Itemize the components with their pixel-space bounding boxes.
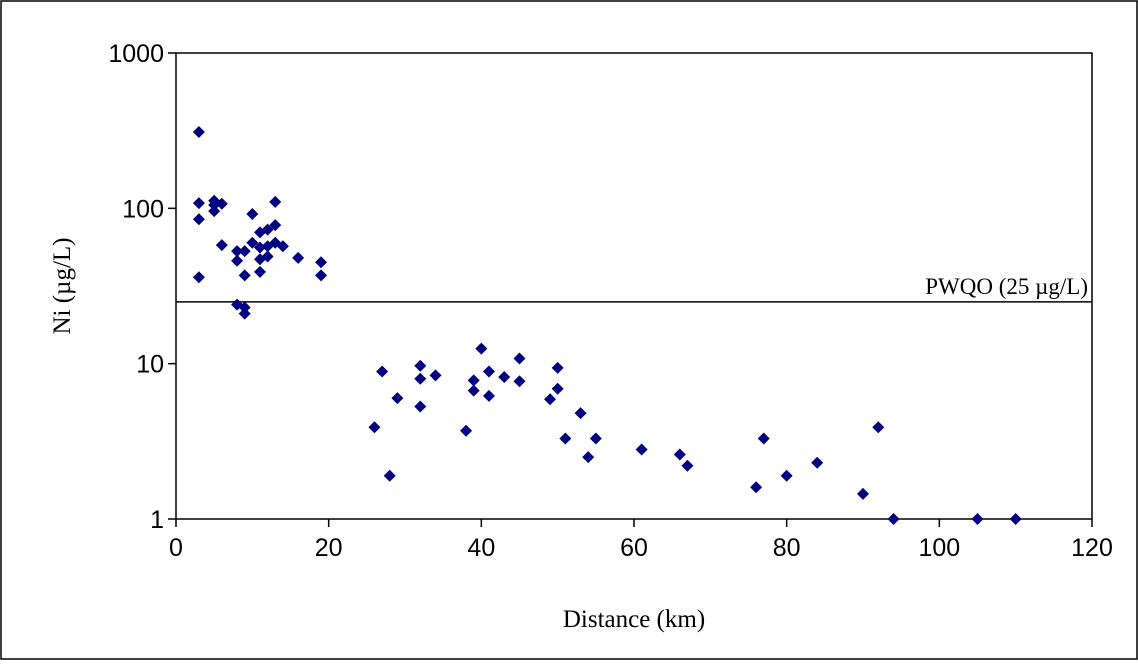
data-point-47 [513,352,526,365]
data-point-9 [231,245,244,258]
x-tick-label: 60 [620,534,648,562]
data-point-38 [414,400,427,413]
data-point-1 [192,197,205,210]
pwqo-reference-label: PWQO (25 µg/L) [925,274,1088,299]
data-point-39 [429,369,442,382]
data-point-63 [857,487,869,500]
data-point-6 [208,199,221,212]
data-point-13 [238,307,251,320]
x-tick-label: 20 [315,534,343,562]
x-tick-label: 40 [467,534,495,562]
x-tick-label: 120 [1071,534,1113,562]
data-point-16 [246,207,259,220]
data-point-66 [971,513,984,525]
data-point-26 [269,219,282,232]
data-point-15 [238,245,251,258]
data-point-57 [673,448,686,461]
data-point-62 [811,456,824,469]
x-tick-label: 80 [773,534,801,562]
data-point-60 [757,432,770,445]
data-point-8 [215,239,228,252]
data-point-0 [192,126,205,139]
data-point-53 [574,407,587,420]
y-tick-label: 1 [150,506,164,534]
data-point-42 [467,384,480,397]
data-point-21 [253,265,266,278]
x-tick-label: 100 [918,534,960,562]
data-point-44 [482,365,495,378]
data-point-10 [231,254,244,267]
data-point-2 [192,213,205,226]
y-axis-title: Ni (µg/L) [49,237,76,334]
data-point-29 [292,251,305,264]
data-point-41 [467,374,480,387]
data-point-37 [414,372,427,385]
data-point-48 [513,375,526,388]
data-point-7 [215,197,228,210]
data-point-46 [498,371,511,384]
data-point-50 [551,361,564,374]
data-point-5 [208,205,221,218]
data-point-31 [315,269,328,282]
data-point-12 [238,301,251,314]
data-point-23 [261,223,274,236]
data-point-55 [589,432,602,445]
x-axis-title: Distance (km) [563,606,705,633]
x-tick-label: 0 [169,534,183,562]
data-point-49 [544,393,557,406]
data-point-40 [460,424,473,437]
data-point-54 [582,451,595,464]
data-point-35 [391,392,404,405]
data-point-14 [238,269,251,282]
data-point-19 [253,241,266,254]
data-point-61 [780,469,793,482]
reference-line-group: PWQO (25 µg/L) [176,274,1092,303]
data-point-45 [482,389,495,402]
data-points [192,126,1022,525]
data-point-52 [559,432,572,445]
data-point-43 [475,342,488,355]
data-point-30 [315,256,328,269]
data-point-24 [261,250,274,263]
data-point-67 [1009,513,1022,525]
data-point-33 [376,365,389,378]
data-point-17 [246,236,259,249]
data-point-56 [635,443,648,456]
data-point-59 [750,481,763,494]
data-point-28 [276,240,289,253]
data-point-64 [872,421,885,434]
data-point-20 [253,253,266,266]
y-tick-label: 1000 [108,40,164,68]
y-tick-label: 100 [122,195,164,223]
data-point-32 [368,421,381,434]
data-point-51 [551,382,564,395]
data-point-58 [681,459,694,472]
data-point-34 [383,469,396,482]
data-point-25 [269,195,282,208]
data-point-3 [192,271,205,284]
data-point-36 [414,359,427,372]
y-tick-label: 10 [136,351,164,379]
data-point-65 [887,513,900,525]
